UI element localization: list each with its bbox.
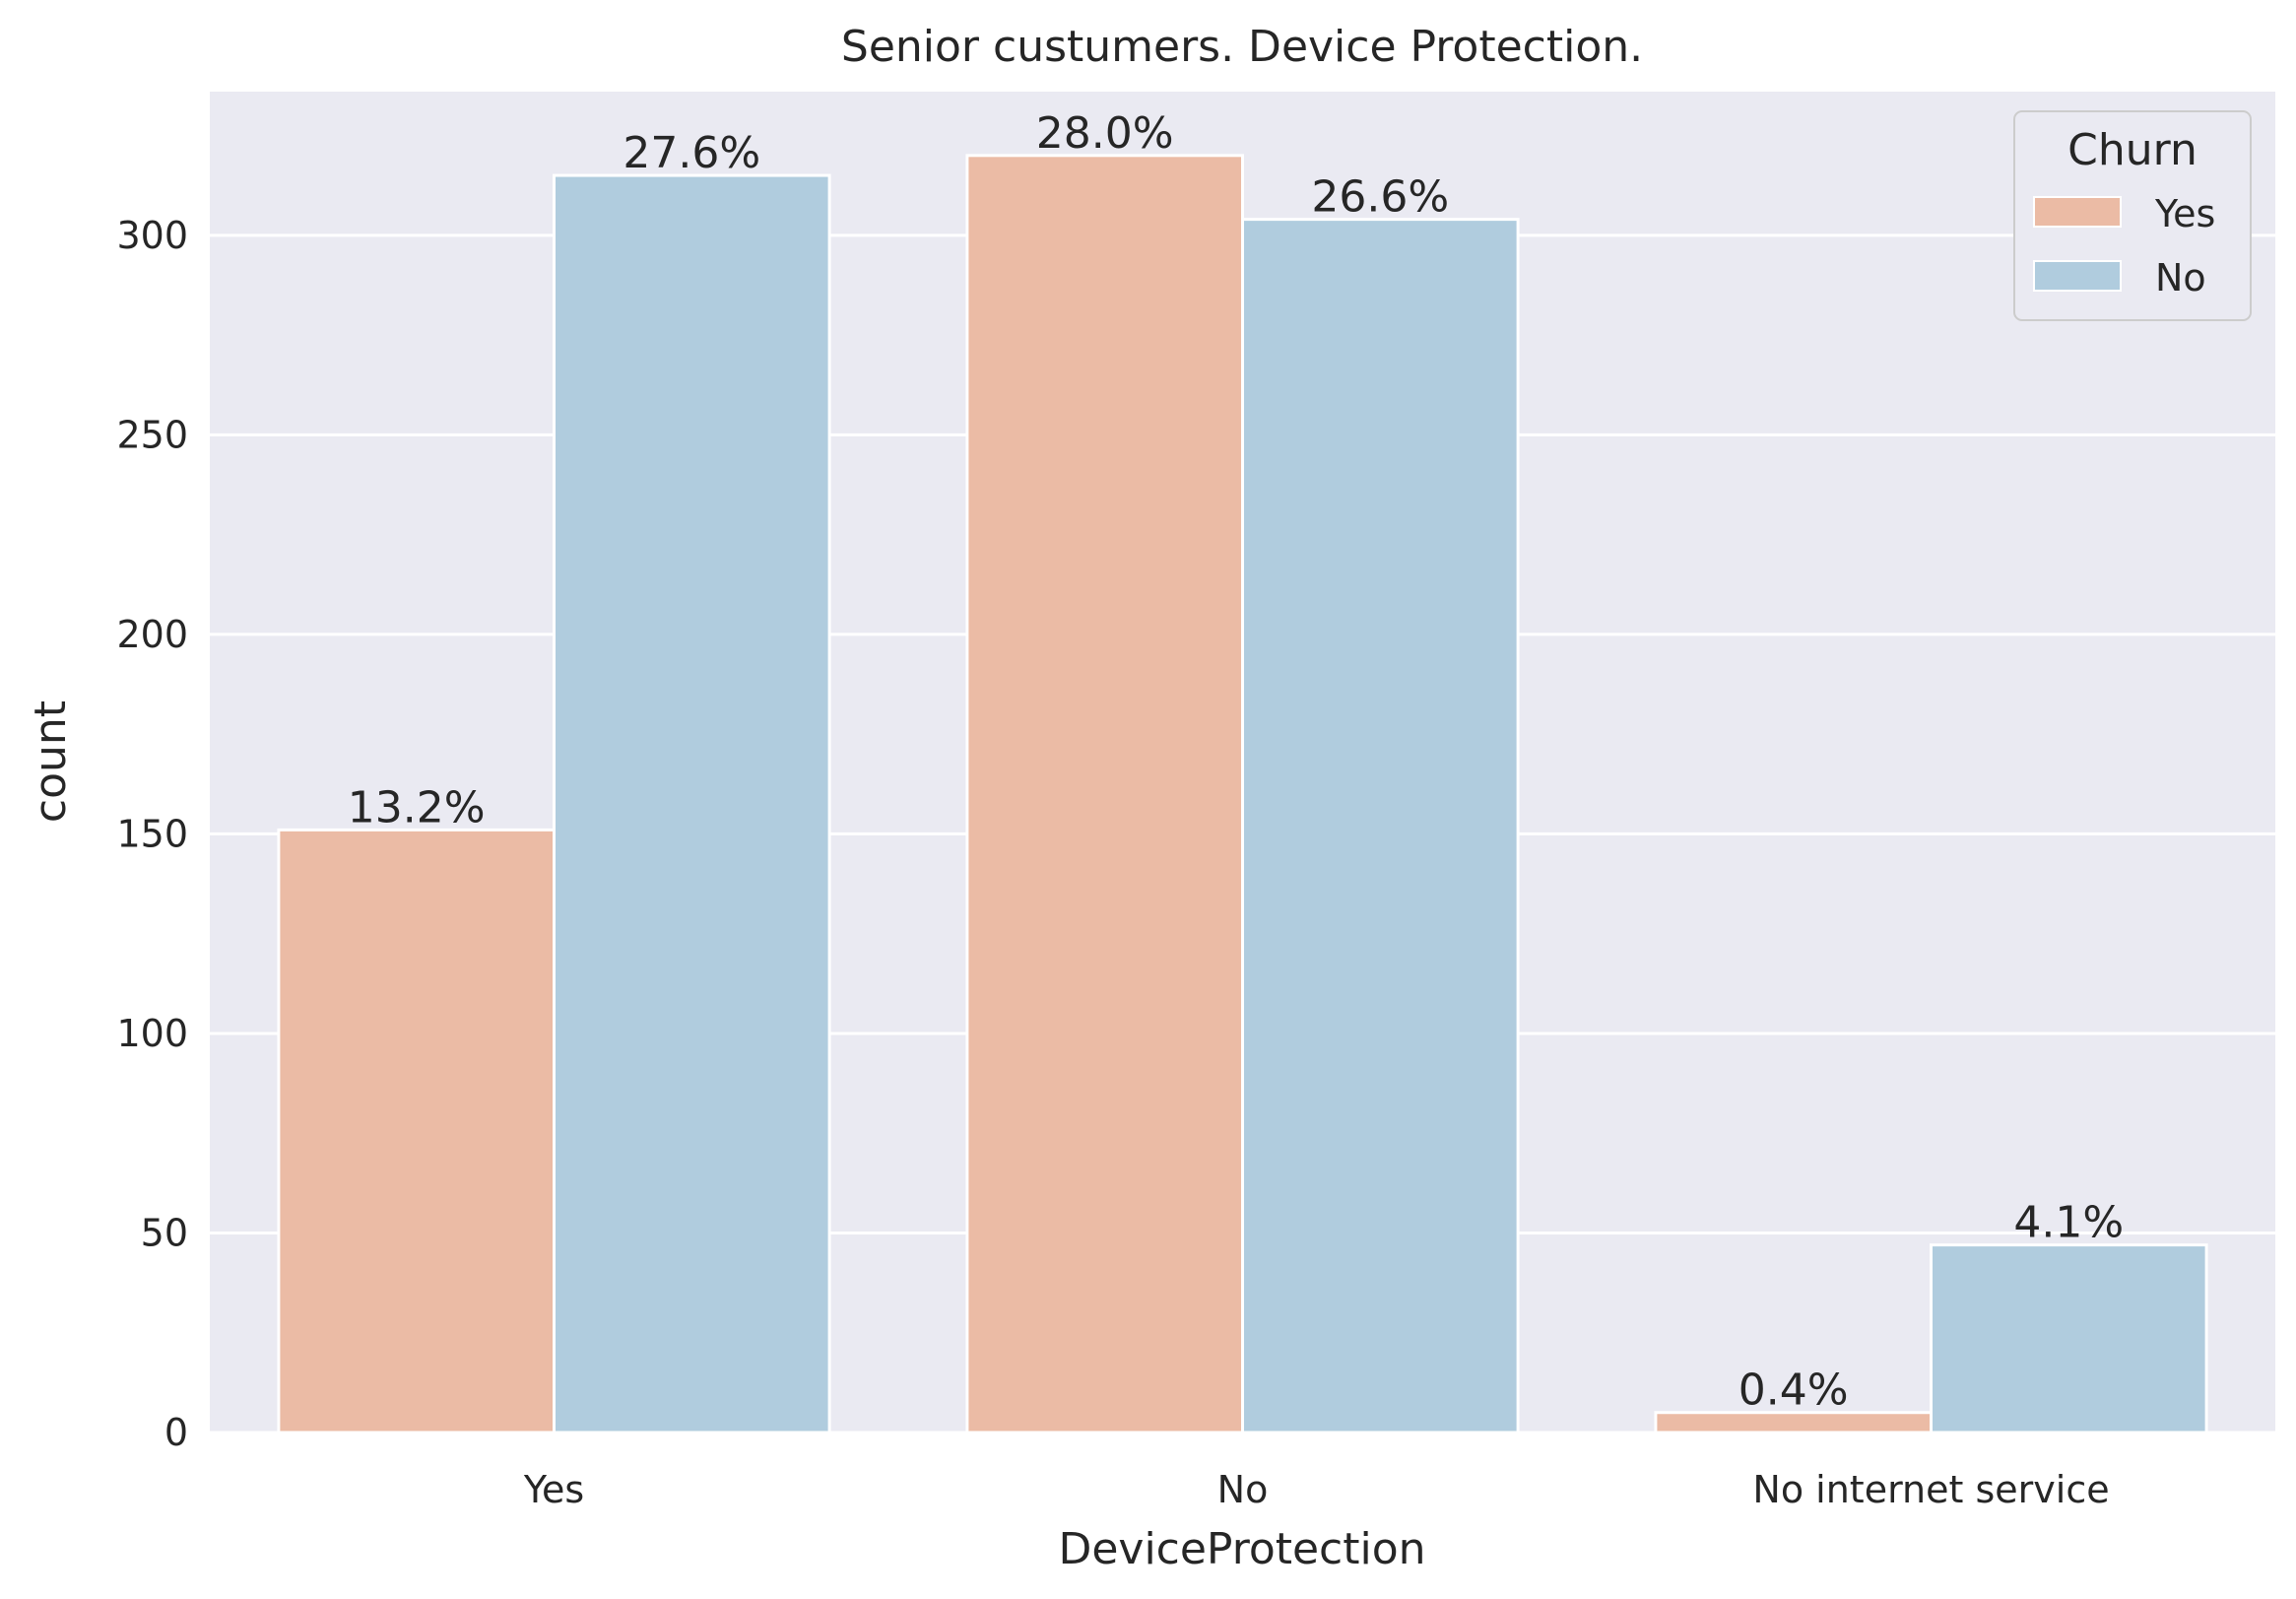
bar-value-label: 28.0% [1036,108,1174,159]
bar-value-label: 27.6% [623,128,760,178]
legend-swatch-yes [2033,196,2122,228]
y-axis-ticks: 0 50 100 150 200 250 300 [116,214,188,1454]
x-tick-label: No internet service [1752,1468,2109,1511]
bar-value-label: 13.2% [348,782,486,833]
y-tick-label: 0 [164,1411,188,1454]
legend: Churn Yes No [2013,110,2252,321]
y-tick-label: 300 [116,214,188,257]
x-axis-ticks: Yes No No internet service [523,1468,2110,1511]
data-labels: 13.2% 27.6% 28.0% 26.6% 0.4% 4.1% [348,108,2124,1416]
x-axis-label: DeviceProtection [1058,1524,1425,1574]
legend-label-no: No [2155,256,2206,300]
bar-value-label: 26.6% [1311,172,1449,223]
bar [965,154,1245,1434]
bar-value-label: 0.4% [1738,1366,1849,1416]
bar [1930,1243,2208,1434]
bar [277,828,556,1434]
bar [1654,1411,1934,1434]
bar [553,173,831,1434]
y-tick-label: 150 [116,812,188,855]
bars [277,154,2208,1434]
y-tick-label: 50 [141,1211,188,1254]
chart-title: Senior custumers. Device Protection. [841,22,1643,72]
x-tick-label: Yes [523,1468,584,1511]
y-tick-label: 250 [116,413,188,456]
bar [1241,218,1520,1434]
bar-value-label: 4.1% [2013,1198,2124,1248]
y-tick-label: 200 [116,613,188,656]
legend-swatch-no [2033,260,2122,292]
y-tick-label: 100 [116,1012,188,1055]
x-tick-label: No [1217,1468,1269,1511]
y-axis-label: count [26,700,76,823]
legend-title: Churn [2067,125,2198,175]
legend-label-yes: Yes [2154,192,2215,235]
